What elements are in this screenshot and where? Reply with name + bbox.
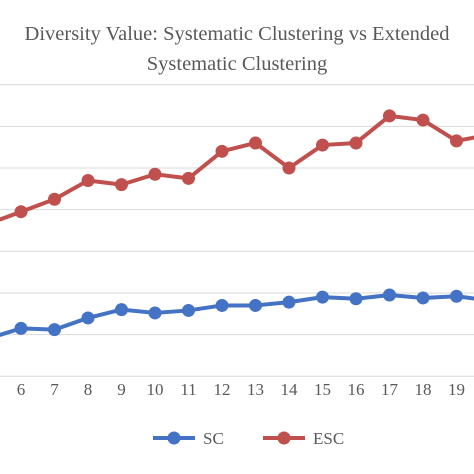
legend: SC ESC [153, 429, 344, 448]
data-point-esc-12 [215, 144, 229, 158]
x-axis-tick-labels: 6 7 8 9 10 11 12 13 14 15 16 17 18 19 [17, 380, 465, 399]
data-point-sc-6 [14, 321, 28, 335]
x-tick-label-8: 8 [84, 380, 93, 399]
data-point-esc-13 [249, 136, 262, 150]
x-tick-label-11: 11 [180, 380, 196, 399]
data-point-sc-12 [215, 298, 229, 312]
x-tick-label-18: 18 [415, 380, 432, 399]
data-point-esc-15 [316, 138, 329, 152]
data-point-sc-7 [48, 323, 61, 337]
x-tick-label-12: 12 [214, 380, 231, 399]
x-tick-label-19: 19 [448, 380, 465, 399]
data-point-sc-10 [148, 306, 162, 320]
data-point-sc-14 [282, 295, 296, 309]
x-tick-label-13: 13 [247, 380, 264, 399]
data-point-sc-16 [349, 292, 363, 306]
legend-label-sc: SC [203, 429, 224, 448]
legend-marker-sc [167, 431, 181, 445]
series-line-sc [0, 293, 474, 337]
data-point-esc-10 [148, 167, 162, 181]
x-tick-label-6: 6 [17, 380, 26, 399]
series-layer [0, 109, 474, 337]
data-point-sc-9 [115, 303, 128, 317]
data-point-sc-17 [383, 288, 396, 302]
x-tick-label-14: 14 [281, 380, 299, 399]
data-point-sc-18 [416, 291, 430, 305]
legend-label-esc: ESC [313, 429, 344, 448]
x-tick-label-16: 16 [348, 380, 365, 399]
data-point-esc-19 [450, 134, 463, 148]
data-point-esc-16 [349, 136, 363, 150]
data-point-esc-17 [383, 109, 396, 123]
gridlines [0, 84, 474, 377]
data-point-sc-8 [81, 311, 95, 325]
data-point-esc-9 [115, 178, 128, 192]
data-point-sc-15 [316, 290, 329, 304]
series-line-esc [0, 113, 474, 222]
data-point-esc-14 [282, 161, 296, 175]
chart-title-line-1: Diversity Value: Systematic Clustering v… [25, 23, 450, 45]
x-tick-label-10: 10 [147, 380, 164, 399]
x-tick-label-15: 15 [314, 380, 331, 399]
data-point-sc-11 [182, 303, 195, 317]
data-point-esc-11 [182, 171, 195, 185]
x-tick-label-9: 9 [117, 380, 126, 399]
data-point-esc-18 [416, 113, 430, 127]
data-point-esc-8 [81, 173, 95, 187]
data-point-sc-19 [450, 289, 463, 303]
legend-marker-esc [277, 431, 291, 445]
data-point-sc-13 [249, 298, 262, 312]
x-tick-label-17: 17 [381, 380, 399, 399]
chart-title-line-2: Systematic Clustering [147, 53, 328, 75]
data-point-esc-7 [48, 192, 61, 206]
data-point-esc-6 [14, 205, 28, 219]
x-tick-label-7: 7 [50, 380, 59, 399]
